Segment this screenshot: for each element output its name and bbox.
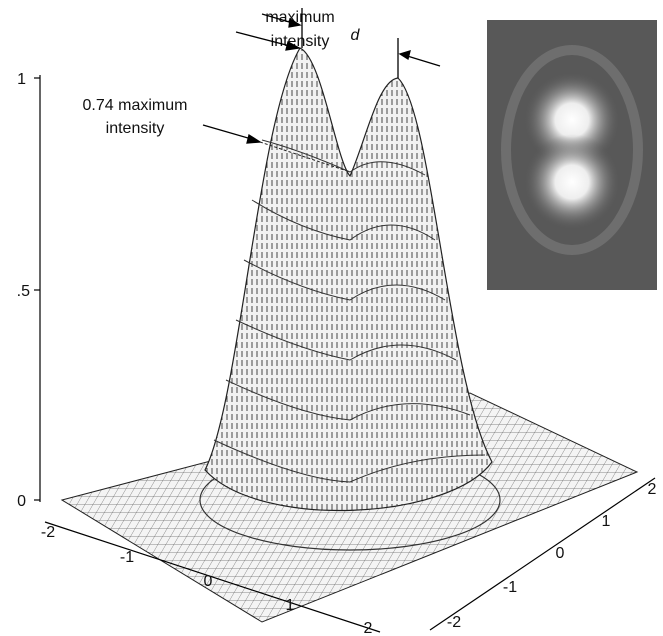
x-tick-label: 1: [286, 597, 295, 614]
v-tick-label: .5: [17, 283, 30, 300]
v-tick-label: 1: [17, 71, 26, 88]
y-tick-label: 1: [602, 513, 611, 530]
annotation: d: [351, 27, 361, 44]
annotation: 0.74 maximum: [83, 97, 188, 114]
inset-image: [487, 20, 657, 290]
intensity-surface: [205, 48, 492, 511]
figure: 1 .5 0 -2 -1 0 1 2 -2 -1 0 1 2 maximum i…: [0, 0, 663, 636]
y-tick-label: 0: [556, 545, 565, 562]
x-tick-label: 2: [364, 620, 373, 636]
x-tick-label: -1: [120, 549, 134, 566]
vertical-axis: [34, 75, 40, 502]
annotation: intensity: [271, 33, 330, 50]
x-tick-label: -2: [41, 524, 55, 541]
y-tick-label: 2: [648, 481, 657, 498]
v-tick-label: 0: [17, 493, 26, 510]
annotation: intensity: [106, 120, 165, 137]
y-tick-label: -1: [503, 579, 517, 596]
x-tick-label: 0: [204, 573, 213, 590]
y-tick-label: -2: [447, 614, 461, 631]
